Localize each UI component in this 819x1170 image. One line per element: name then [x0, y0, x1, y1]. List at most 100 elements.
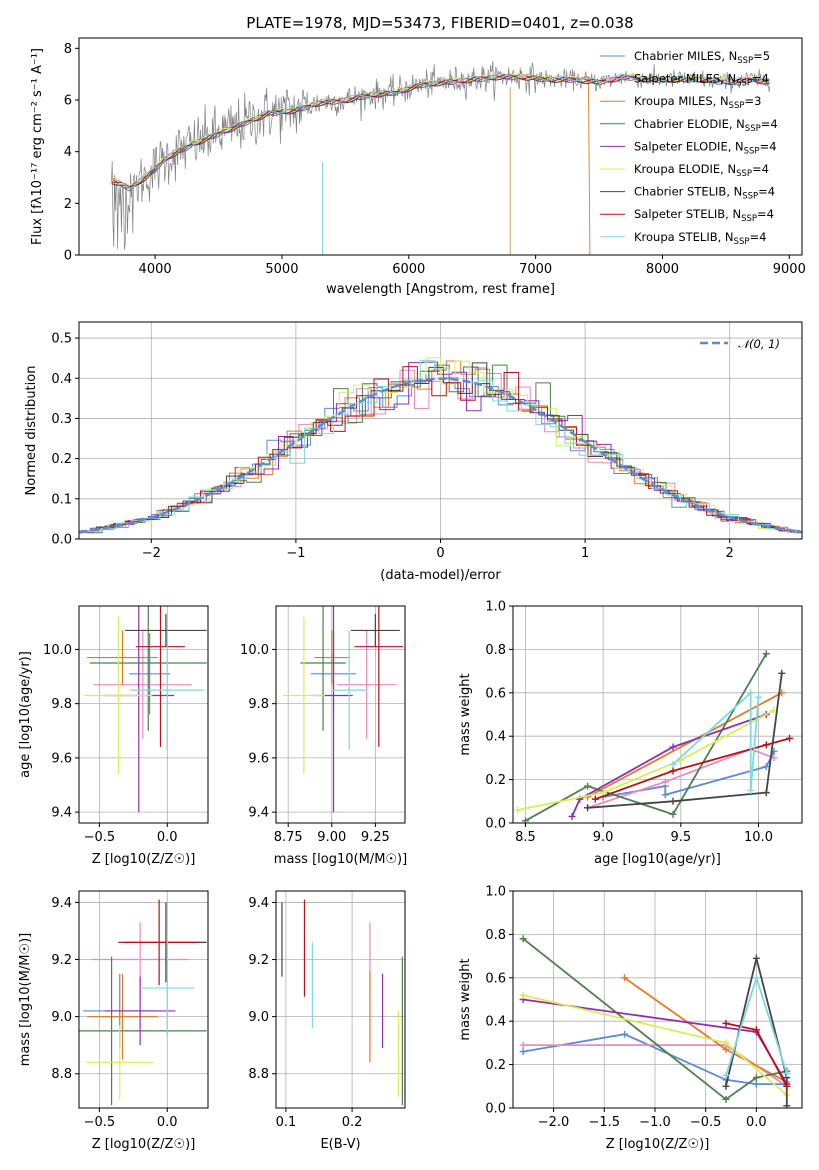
weight-marker — [752, 1026, 760, 1034]
weight-marker — [762, 763, 770, 771]
plot-area — [110, 60, 771, 255]
legend-label: Chabrier MILES, NSSP=5 — [634, 49, 770, 66]
y-tick-label: 9.2 — [248, 953, 269, 968]
y-tick-label: 9.6 — [51, 751, 72, 766]
weight-marker — [661, 791, 669, 799]
y-tick-label: 0.6 — [485, 971, 506, 986]
x-tick-label: 7000 — [519, 262, 552, 277]
normal-reference-curve — [79, 377, 802, 534]
plot-area — [519, 935, 791, 1108]
x-tick-label: −0.5 — [690, 1115, 722, 1130]
plot-area — [514, 650, 794, 823]
plot-area — [282, 606, 404, 813]
x-axis-label: mass [log10(M/M☉)] — [274, 852, 407, 867]
spectrum-title: PLATE=1978, MJD=53473, FIBERID=0401, z=0… — [246, 14, 633, 32]
y-tick-label: 0.4 — [485, 730, 506, 745]
x-tick-label: 9.0 — [593, 830, 614, 845]
x-tick-label: 4000 — [139, 262, 172, 277]
y-tick-label: 2 — [64, 197, 72, 212]
weight-marker — [754, 693, 762, 701]
weight-marker — [752, 1080, 760, 1088]
age-vs-mass-panel: 8.75 9.00 9.25 9.4 9.6 9.8 10.0 mass [log10(M/M… — [240, 605, 407, 867]
x-tick-label: −2.0 — [538, 1115, 570, 1130]
y-axis-label: Normed distribution — [24, 366, 39, 496]
legend-label: Kroupa ELODIE, NSSP=4 — [634, 162, 769, 179]
weight-marker — [669, 767, 677, 775]
weight-line-kroupa-elodie — [517, 709, 775, 811]
weight-marker — [519, 1041, 527, 1049]
x-tick-label: 0.0 — [746, 1115, 767, 1130]
y-axis-label: age [log10(age/yr)] — [18, 651, 33, 778]
x-tick-label: 1 — [581, 546, 589, 561]
y-axis-label: mass weight — [458, 958, 473, 1040]
x-axis-label: Z [log10(Z/Z☉)] — [92, 1137, 196, 1152]
axes-frame — [275, 890, 406, 1109]
weight-marker — [621, 974, 629, 982]
weight-marker — [519, 1048, 527, 1056]
weight-line-chabrier-stelib — [587, 673, 783, 809]
axes-frame — [512, 890, 803, 1109]
mass-vs-Z-panel: −0.5 0.0 8.8 9.0 9.2 9.4 Z [log10(Z/Z☉)] mass [… — [18, 890, 209, 1152]
y-tick-label: 9.4 — [51, 896, 72, 911]
weight-marker — [584, 782, 592, 790]
x-tick-label: 9.5 — [670, 830, 691, 845]
x-axis-label: wavelength [Angstrom, rest frame] — [326, 282, 555, 297]
plot-area — [79, 899, 207, 1106]
x-tick-label: 0.0 — [157, 830, 178, 845]
x-axis-label: E(B-V) — [320, 1137, 360, 1152]
legend-label: Salpeter MILES, NSSP=4 — [634, 72, 769, 89]
weight-marker — [783, 1082, 791, 1090]
y-tick-label: 0.2 — [51, 452, 72, 467]
x-axis-label: (data-model)/error — [380, 568, 501, 583]
y-tick-label: 0.2 — [485, 1058, 506, 1073]
y-tick-label: 0.0 — [485, 817, 506, 832]
y-tick-label: 9.2 — [51, 953, 72, 968]
weight-marker — [591, 795, 599, 803]
legend-label: Kroupa MILES, NSSP=3 — [634, 94, 761, 111]
weight-marker — [584, 804, 592, 812]
y-tick-label: 0.4 — [51, 372, 72, 387]
weight-marker — [519, 991, 527, 999]
histogram-salpeter-stelib — [79, 366, 802, 533]
weight-marker — [669, 810, 677, 818]
legend-label: Salpeter ELODIE, NSSP=4 — [634, 139, 777, 156]
age-vs-Z-panel: −0.5 0.0 9.4 9.6 9.8 10.0 Z [log10(Z/Z☉)] age [… — [18, 605, 209, 867]
legend-label: Chabrier STELIB, NSSP=4 — [634, 185, 775, 202]
legend-label: Salpeter STELIB, NSSP=4 — [634, 207, 774, 224]
x-tick-label: −2 — [142, 546, 161, 561]
weight-marker — [722, 1071, 730, 1079]
x-tick-label: 8.75 — [274, 830, 303, 845]
y-tick-label: 0.8 — [485, 928, 506, 943]
weight-marker — [762, 741, 770, 749]
weight-line-salpeter-miles — [587, 748, 775, 809]
x-tick-label: 9.00 — [317, 830, 346, 845]
x-tick-label: 0.0 — [157, 1115, 178, 1130]
y-tick-label: 9.4 — [248, 806, 269, 821]
y-axis-label: mass [log10(M/M☉)] — [18, 933, 33, 1066]
mass-vs-ebv-panel: 0.1 0.2 8.8 9.0 9.2 9.4 E(B-V) — [248, 890, 406, 1152]
weight-marker — [722, 1045, 730, 1053]
y-tick-label: 1.0 — [485, 885, 506, 900]
legend-label: Chabrier ELODIE, NSSP=4 — [634, 117, 778, 134]
residuals-panel: −2 −1 0 1 2 0.0 0.1 0.2 0.3 0.4 0.5 (data-model)/er… — [24, 321, 803, 583]
x-axis-label: Z [log10(Z/Z☉)] — [606, 1137, 710, 1152]
weight-marker — [752, 1074, 760, 1082]
plot-area — [281, 899, 403, 1106]
y-tick-label: 9.8 — [51, 697, 72, 712]
weight-marker — [752, 954, 760, 962]
weight-line-kroupa-miles — [587, 692, 783, 798]
x-tick-label: 10.0 — [744, 830, 773, 845]
plot-area — [79, 357, 802, 535]
weight-marker — [621, 1030, 629, 1038]
x-axis-label: Z [log10(Z/Z☉)] — [92, 852, 196, 867]
weight-marker — [514, 806, 522, 814]
weight-marker — [783, 1069, 791, 1077]
axes-frame — [78, 605, 209, 824]
y-tick-label: 9.4 — [248, 896, 269, 911]
x-tick-label: 8000 — [646, 262, 679, 277]
y-tick-label: 8 — [64, 42, 72, 57]
x-tick-label: 0.2 — [342, 1115, 363, 1130]
y-tick-label: 10.0 — [240, 643, 269, 658]
y-tick-label: 9.0 — [248, 1010, 269, 1025]
